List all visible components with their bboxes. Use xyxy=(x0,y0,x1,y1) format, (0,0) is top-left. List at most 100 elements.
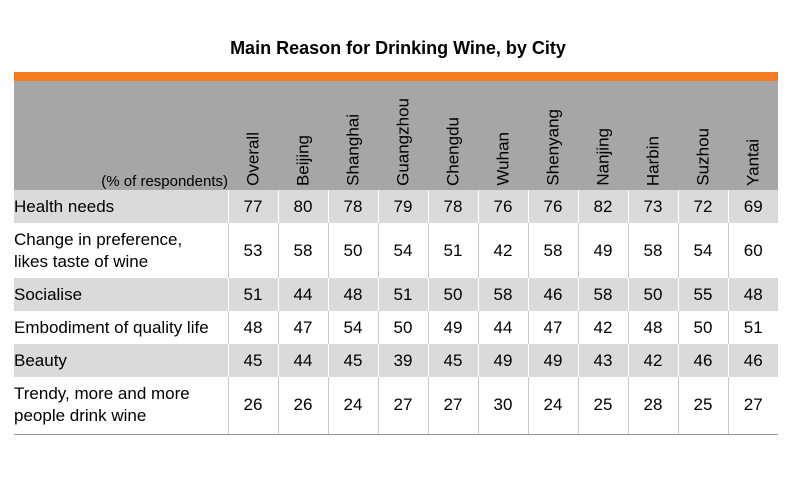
table-row: Change in preference, likes taste of wine… xyxy=(14,223,778,278)
data-cell: 50 xyxy=(677,311,728,344)
data-cell: 27 xyxy=(427,377,478,435)
data-cell: 48 xyxy=(627,311,678,344)
row-label-line: Socialise xyxy=(14,284,83,304)
chart-title: Main Reason for Drinking Wine, by City xyxy=(230,38,566,58)
data-cell: 78 xyxy=(327,190,378,223)
data-cell: 47 xyxy=(277,311,328,344)
data-cell: 54 xyxy=(327,311,378,344)
data-cell: 58 xyxy=(577,278,628,311)
data-cell: 58 xyxy=(627,223,678,278)
column-header-shenyang: Shenyang xyxy=(528,81,578,190)
column-header-label: Nanjing xyxy=(593,128,613,186)
row-label: Embodiment of quality life xyxy=(14,311,228,344)
column-header-suzhou: Suzhou xyxy=(678,81,728,190)
table-row: Health needs 77 80 78 79 78 76 76 82 73 72 69 xyxy=(14,190,778,223)
data-cell: 42 xyxy=(577,311,628,344)
data-cell: 44 xyxy=(277,344,328,377)
table-row: Trendy, more and more people drink wine 26… xyxy=(14,377,778,435)
data-cell: 48 xyxy=(227,311,278,344)
column-header-label: Yantai xyxy=(743,139,763,186)
data-cell: 77 xyxy=(227,190,278,223)
header-row: (% of respondents) Overall Beijing Shangha… xyxy=(14,81,778,190)
data-cell: 51 xyxy=(227,278,278,311)
column-header-beijing: Beijing xyxy=(278,81,328,190)
data-cell: 43 xyxy=(577,344,628,377)
data-cell: 55 xyxy=(677,278,728,311)
data-cell: 50 xyxy=(427,278,478,311)
column-header-nanjing: Nanjing xyxy=(578,81,628,190)
data-cell: 46 xyxy=(527,278,578,311)
data-cell: 50 xyxy=(627,278,678,311)
data-cell: 58 xyxy=(277,223,328,278)
data-cell: 49 xyxy=(577,223,628,278)
column-header-label: Overall xyxy=(243,132,263,186)
column-header-guangzhou: Guangzhou xyxy=(378,81,428,190)
column-header-label: Shenyang xyxy=(543,109,563,186)
row-label: Trendy, more and more people drink wine xyxy=(14,377,228,435)
data-table: (% of respondents) Overall Beijing Shangha… xyxy=(14,81,778,435)
data-cell: 25 xyxy=(577,377,628,435)
row-label-line: Trendy, more and more xyxy=(14,384,190,404)
data-cell: 49 xyxy=(427,311,478,344)
accent-bar xyxy=(14,72,778,81)
data-cell: 53 xyxy=(227,223,278,278)
row-label: Beauty xyxy=(14,344,228,377)
data-cell: 30 xyxy=(477,377,528,435)
data-cell: 25 xyxy=(677,377,728,435)
data-cell: 45 xyxy=(227,344,278,377)
data-cell: 82 xyxy=(577,190,628,223)
data-cell: 79 xyxy=(377,190,428,223)
data-cell: 49 xyxy=(477,344,528,377)
column-header-shanghai: Shanghai xyxy=(328,81,378,190)
row-label: Socialise xyxy=(14,278,228,311)
data-cell: 49 xyxy=(527,344,578,377)
data-cell: 58 xyxy=(477,278,528,311)
column-header-label: Wuhan xyxy=(493,132,513,186)
column-header-harbin: Harbin xyxy=(628,81,678,190)
data-cell: 44 xyxy=(477,311,528,344)
row-label-line: likes taste of wine xyxy=(14,251,149,271)
data-cell: 50 xyxy=(327,223,378,278)
data-cell: 48 xyxy=(727,278,778,311)
data-cell: 26 xyxy=(227,377,278,435)
row-label-line: people drink wine xyxy=(14,406,147,426)
data-cell: 51 xyxy=(427,223,478,278)
data-cell: 78 xyxy=(427,190,478,223)
table-row: Embodiment of quality life 48 47 54 50 49 44 47… xyxy=(14,311,778,344)
data-cell: 47 xyxy=(527,311,578,344)
column-header-wuhan: Wuhan xyxy=(478,81,528,190)
data-cell: 46 xyxy=(727,344,778,377)
data-cell: 50 xyxy=(377,311,428,344)
data-cell: 54 xyxy=(377,223,428,278)
data-cell: 58 xyxy=(527,223,578,278)
row-label-line: Embodiment of quality life xyxy=(14,317,209,337)
data-cell: 45 xyxy=(327,344,378,377)
table-row: Beauty 45 44 45 39 45 49 49 43 42 46 46 xyxy=(14,344,778,377)
data-cell: 46 xyxy=(677,344,728,377)
data-cell: 69 xyxy=(727,190,778,223)
unit-label: (% of respondents) xyxy=(101,173,228,190)
data-cell: 26 xyxy=(277,377,328,435)
row-label-line: Beauty xyxy=(14,350,67,370)
data-cell: 73 xyxy=(627,190,678,223)
data-cell: 48 xyxy=(327,278,378,311)
table-row: Socialise 51 44 48 51 50 58 46 58 50 55 48 xyxy=(14,278,778,311)
row-label: Health needs xyxy=(14,190,228,223)
data-cell: 42 xyxy=(477,223,528,278)
data-cell: 39 xyxy=(377,344,428,377)
row-label-line: Health needs xyxy=(14,196,115,216)
data-cell: 27 xyxy=(377,377,428,435)
column-header-label: Shanghai xyxy=(343,114,363,186)
data-cell: 44 xyxy=(277,278,328,311)
column-header-label: Suzhou xyxy=(693,128,713,186)
data-cell: 76 xyxy=(477,190,528,223)
data-cell: 76 xyxy=(527,190,578,223)
data-cell: 45 xyxy=(427,344,478,377)
data-cell: 51 xyxy=(727,311,778,344)
column-header-label: Beijing xyxy=(293,134,313,186)
column-header-chengdu: Chengdu xyxy=(428,81,478,190)
column-header-label: Guangzhou xyxy=(393,98,413,186)
data-cell: 60 xyxy=(727,223,778,278)
data-cell: 24 xyxy=(327,377,378,435)
row-label-line: Change in preference, xyxy=(14,229,183,249)
